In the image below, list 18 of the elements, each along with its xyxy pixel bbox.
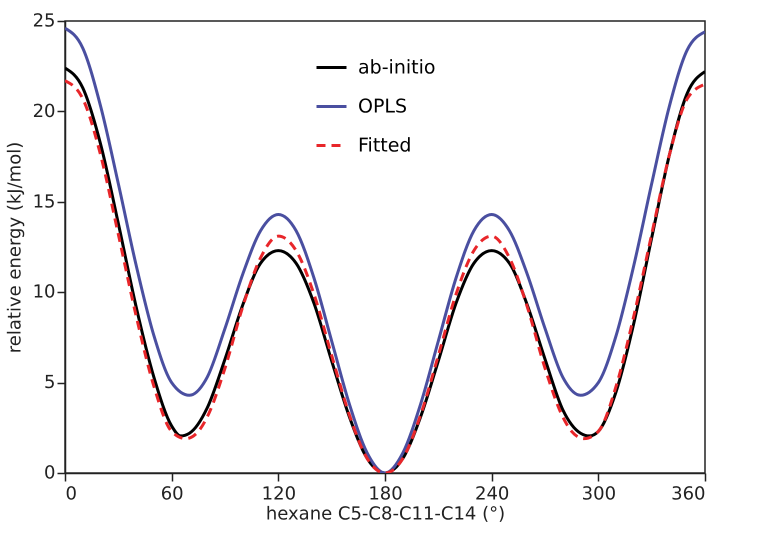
y-tick-label: 10: [32, 282, 56, 303]
legend-label: Fitted: [358, 134, 412, 156]
legend-label: ab-initio: [358, 56, 436, 78]
y-tick-label: 25: [32, 10, 56, 32]
x-tick-label: 120: [262, 484, 296, 504]
y-tick-label: 15: [32, 191, 56, 212]
y-tick-label: 5: [44, 372, 56, 394]
x-tick-label: 0: [66, 484, 77, 504]
x-tick-label: 300: [582, 484, 616, 504]
x-tick-label: 360: [671, 484, 706, 504]
y-axis-title: relative energy (kJ/mol): [4, 142, 26, 354]
y-tick-label: 0: [44, 462, 56, 484]
legend-label: OPLS: [358, 96, 408, 118]
x-tick-label: 180: [368, 484, 403, 504]
y-tick-label: 20: [32, 100, 56, 122]
x-tick-label: 60: [160, 484, 184, 504]
x-tick-label: 240: [474, 484, 510, 504]
x-axis-title: hexane C5-C8-C11-C14 (°): [266, 504, 506, 524]
